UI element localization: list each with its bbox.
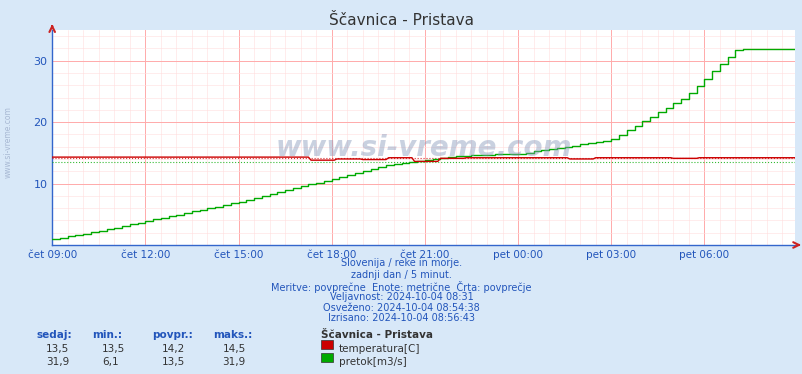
Text: 13,5: 13,5 — [102, 344, 125, 354]
Text: Osveženo: 2024-10-04 08:54:38: Osveženo: 2024-10-04 08:54:38 — [322, 303, 480, 313]
Text: sedaj:: sedaj: — [36, 330, 71, 340]
Text: zadnji dan / 5 minut.: zadnji dan / 5 minut. — [350, 270, 452, 280]
Text: pretok[m3/s]: pretok[m3/s] — [338, 357, 406, 367]
Text: 31,9: 31,9 — [46, 357, 69, 367]
Text: Izrisano: 2024-10-04 08:56:43: Izrisano: 2024-10-04 08:56:43 — [327, 313, 475, 324]
Text: Ščavnica - Pristava: Ščavnica - Pristava — [321, 330, 432, 340]
Text: 14,2: 14,2 — [162, 344, 185, 354]
Text: Slovenija / reke in morje.: Slovenija / reke in morje. — [341, 258, 461, 268]
Text: maks.:: maks.: — [213, 330, 252, 340]
Text: 31,9: 31,9 — [222, 357, 245, 367]
Text: temperatura[C]: temperatura[C] — [338, 344, 419, 354]
Text: www.si-vreme.com: www.si-vreme.com — [275, 134, 571, 162]
Text: 6,1: 6,1 — [102, 357, 119, 367]
Text: 14,5: 14,5 — [222, 344, 245, 354]
Text: 13,5: 13,5 — [162, 357, 185, 367]
Text: Ščavnica - Pristava: Ščavnica - Pristava — [329, 13, 473, 28]
Text: 13,5: 13,5 — [46, 344, 69, 354]
Text: min.:: min.: — [92, 330, 122, 340]
Text: Veljavnost: 2024-10-04 08:31: Veljavnost: 2024-10-04 08:31 — [329, 292, 473, 303]
Text: povpr.:: povpr.: — [152, 330, 193, 340]
Text: Meritve: povprečne  Enote: metrične  Črta: povprečje: Meritve: povprečne Enote: metrične Črta:… — [271, 281, 531, 293]
Text: www.si-vreme.com: www.si-vreme.com — [3, 106, 13, 178]
